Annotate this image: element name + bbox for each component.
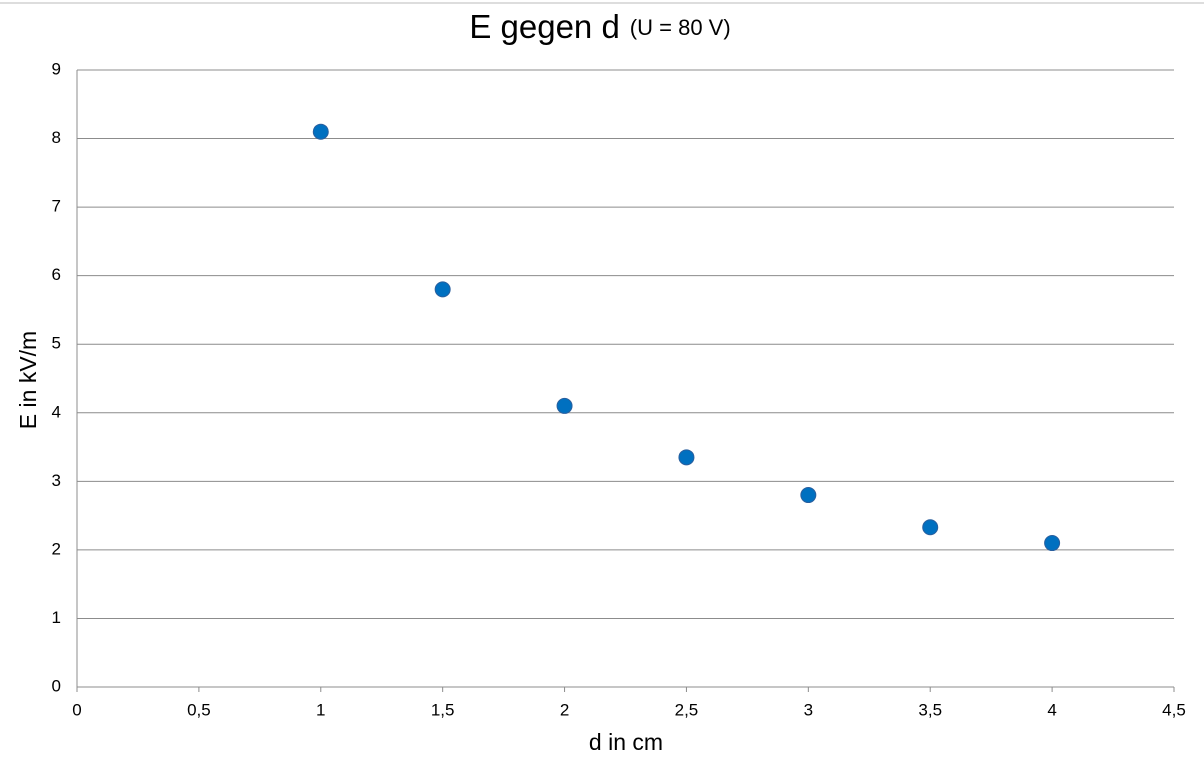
y-tick-label: 4: [52, 402, 61, 421]
point: [922, 519, 939, 536]
x-axis-label: d in cm: [589, 729, 663, 755]
y-tick-label: 3: [52, 471, 61, 490]
x-tick-label: 2: [560, 700, 569, 719]
y-tick-label: 8: [52, 128, 61, 147]
x-tick-label: 2,5: [675, 700, 699, 719]
chart-subtitle: (U = 80 V): [630, 15, 731, 40]
x-tick-label: 3,5: [918, 700, 942, 719]
x-tick-label: 3: [804, 700, 813, 719]
y-axis-label: E in kV/m: [15, 331, 41, 429]
y-tick-label: 0: [52, 676, 61, 695]
y-tick-label: 5: [52, 334, 61, 353]
x-tick-label: 4: [1047, 700, 1056, 719]
x-tick-label: 4,5: [1162, 700, 1186, 719]
y-tick-label: 9: [52, 59, 61, 78]
chart-title: E gegen d: [469, 8, 619, 45]
point: [800, 487, 817, 504]
x-tick-label: 0,5: [187, 700, 211, 719]
x-tick-label: 1: [316, 700, 325, 719]
x-tick-label: 1,5: [431, 700, 455, 719]
y-tick-label: 7: [52, 197, 61, 216]
point: [312, 123, 329, 140]
y-tick-label: 6: [52, 265, 61, 284]
y-tick-label: 2: [52, 539, 61, 558]
x-tick-label: 0: [72, 700, 81, 719]
point: [556, 397, 573, 414]
point: [434, 281, 451, 298]
point: [1044, 535, 1061, 552]
y-tick-label: 1: [52, 608, 61, 627]
chart-title-group: E gegen d (U = 80 V): [469, 8, 730, 45]
point: [678, 449, 695, 466]
